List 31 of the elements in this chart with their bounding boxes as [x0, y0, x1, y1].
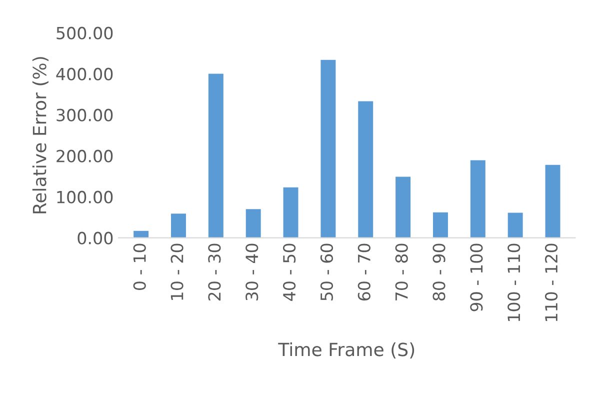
bar: [396, 176, 411, 238]
x-tick-label: 110 - 120: [544, 244, 558, 322]
bar: [208, 74, 224, 238]
x-tick-label: 100 - 110: [508, 244, 520, 322]
x-axis-title: Time Frame (S): [278, 342, 414, 358]
bar: [283, 187, 298, 238]
x-tick-label: 80 - 90: [432, 244, 446, 301]
x-tick-label: 20 - 30: [208, 244, 221, 300]
bar: [320, 60, 336, 238]
bar: [432, 212, 448, 238]
bar: [171, 214, 186, 238]
x-tick-label: 90 - 100: [470, 244, 483, 312]
y-tick-label: 100.00: [57, 190, 113, 204]
y-tick-label: 300.00: [56, 108, 113, 122]
bar: [358, 101, 374, 238]
bar: [545, 164, 560, 238]
bar: [470, 160, 486, 238]
y-axis-title: Relative Error (%): [32, 57, 48, 214]
x-tick-label: 10 - 20: [170, 244, 184, 300]
bar: [508, 212, 523, 238]
x-tick-label: 30 - 40: [246, 244, 258, 300]
bar: [246, 209, 261, 238]
x-tick-label: 60 - 70: [358, 244, 370, 301]
y-tick-label: 400.00: [56, 68, 113, 80]
y-tick-label: 0.00: [78, 232, 113, 244]
y-tick-label: 500.00: [56, 26, 113, 40]
x-tick-label: 40 - 50: [282, 244, 296, 301]
x-tick-label: 70 - 80: [395, 244, 408, 300]
x-tick-label: 0 - 10: [133, 244, 146, 290]
x-tick-label: 50 - 60: [320, 244, 334, 300]
y-tick-label: 200.00: [56, 150, 113, 162]
